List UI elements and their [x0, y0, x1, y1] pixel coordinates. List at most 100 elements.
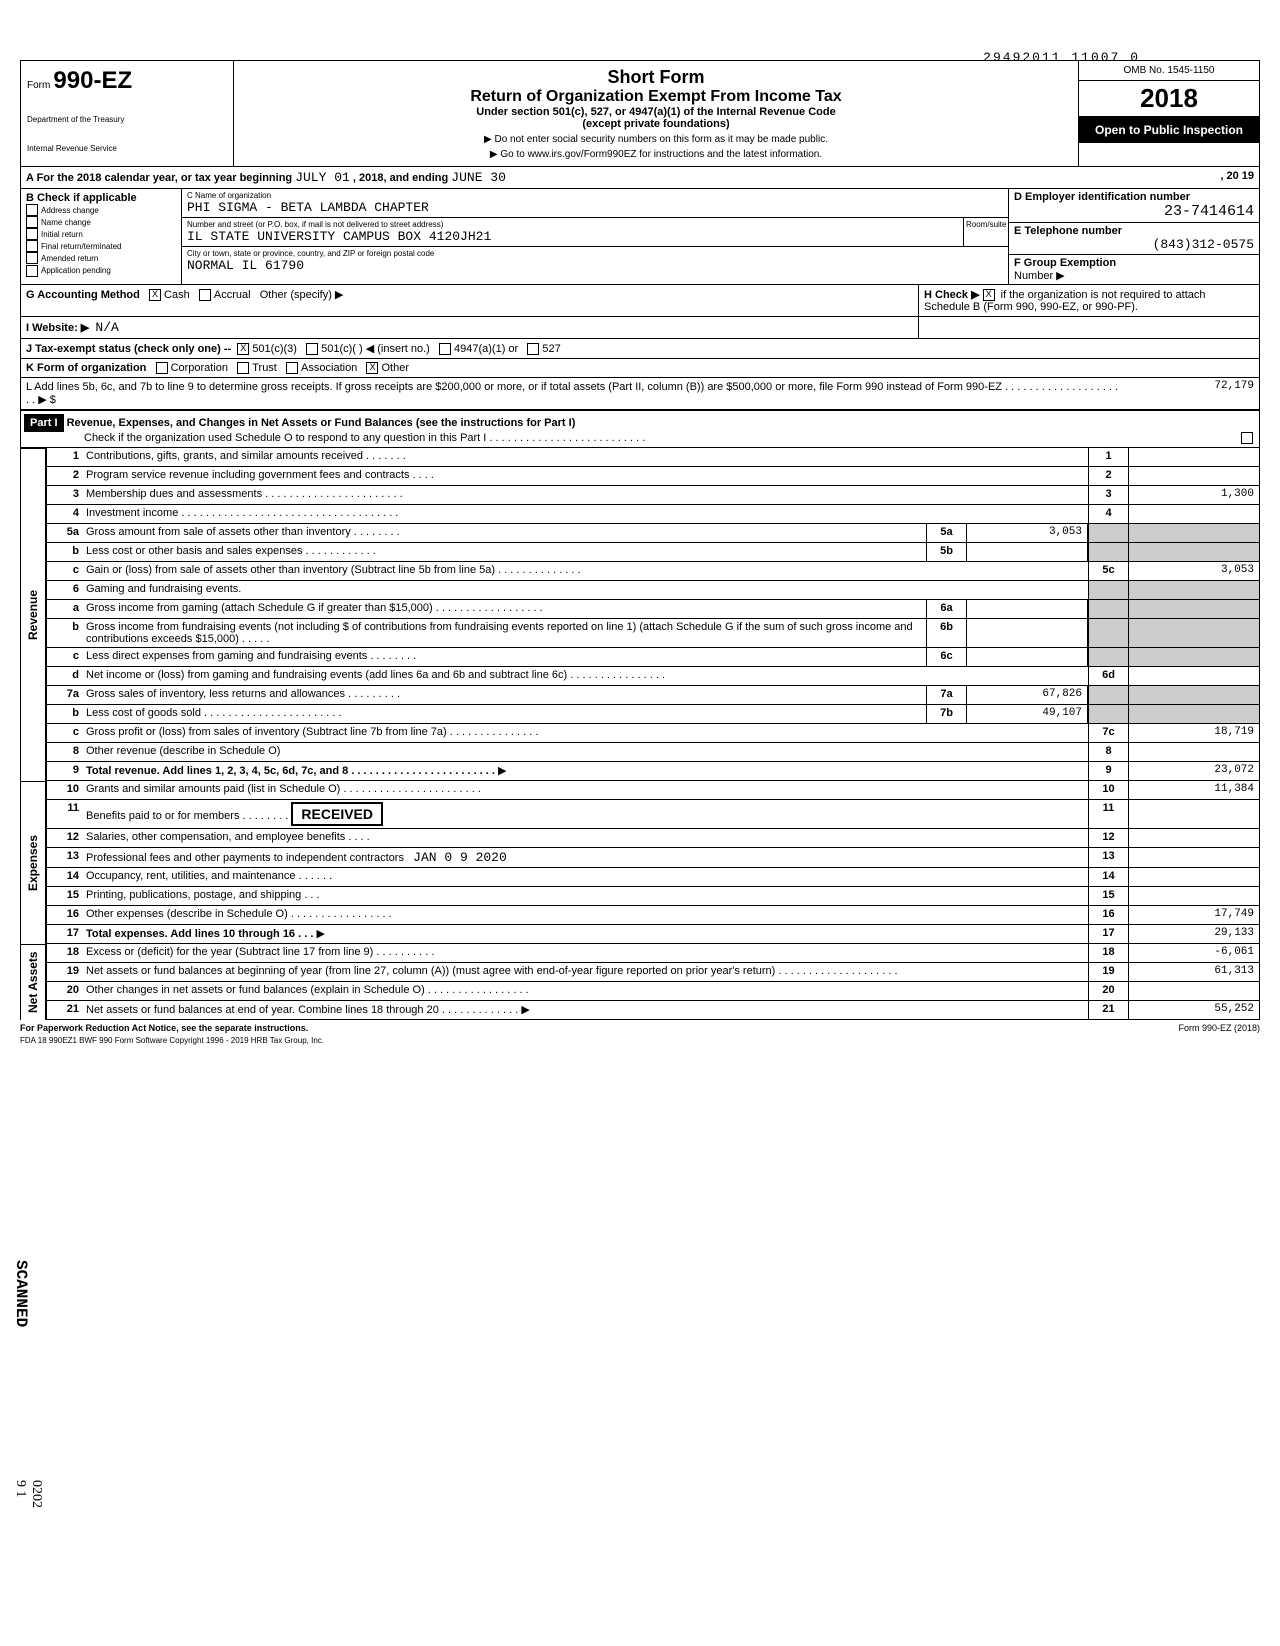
line16-amt: 17,749: [1128, 906, 1259, 924]
addr-label: Number and street (or P.O. box, if mail …: [187, 220, 958, 229]
initial-checkbox[interactable]: [26, 228, 38, 240]
name-change-checkbox[interactable]: [26, 216, 38, 228]
final-checkbox[interactable]: [26, 240, 38, 252]
line6a-desc: Gross income from gaming (attach Schedul…: [84, 600, 926, 618]
cash-checkbox[interactable]: X: [149, 289, 161, 301]
addr-change-checkbox[interactable]: [26, 204, 38, 216]
k-assoc: Association: [301, 362, 357, 374]
e-label: E Telephone number: [1014, 225, 1254, 237]
line7c-amt: 18,719: [1128, 724, 1259, 742]
501c-checkbox[interactable]: [306, 343, 318, 355]
form-prefix: Form: [27, 80, 50, 91]
part1-check-text: Check if the organization used Schedule …: [84, 432, 645, 444]
h-checkbox[interactable]: X: [983, 289, 995, 301]
ein: 23-7414614: [1014, 203, 1254, 220]
line12-desc: Salaries, other compensation, and employ…: [84, 829, 1088, 847]
line7a-desc: Gross sales of inventory, less returns a…: [84, 686, 926, 704]
app-pending: Application pending: [41, 266, 111, 275]
line10-amt: 11,384: [1128, 781, 1259, 799]
4947-checkbox[interactable]: [439, 343, 451, 355]
tax-year: 2018: [1079, 81, 1259, 117]
footer: For Paperwork Reduction Act Notice, see …: [20, 1020, 1260, 1036]
form-subtitle: Under section 501(c), 527, or 4947(a)(1)…: [240, 106, 1072, 118]
line3-amt: 1,300: [1128, 486, 1259, 504]
h-label: H Check ▶: [924, 289, 980, 301]
line19-amt: 61,313: [1128, 963, 1259, 981]
line4-amt: [1128, 505, 1259, 523]
irs: Internal Revenue Service: [27, 144, 227, 153]
assoc-checkbox[interactable]: [286, 362, 298, 374]
bcdef-block: B Check if applicable Address change Nam…: [20, 189, 1260, 285]
expenses-side-label: Expenses: [20, 781, 46, 944]
org-name: PHI SIGMA - BETA LAMBDA CHAPTER: [187, 200, 1003, 215]
l-row: L Add lines 5b, 6c, and 7b to line 9 to …: [20, 378, 1260, 410]
527-checkbox[interactable]: [527, 343, 539, 355]
line20-amt: [1128, 982, 1259, 1000]
addr-change: Address change: [41, 206, 99, 215]
part1-header-row: Part I Revenue, Expenses, and Changes in…: [20, 410, 1260, 448]
j-o2b: ) ◀ (insert no.): [359, 343, 430, 355]
g-label: G Accounting Method: [26, 289, 140, 301]
other-checkbox[interactable]: X: [366, 362, 378, 374]
line1-desc: Contributions, gifts, grants, and simila…: [84, 448, 1088, 466]
amended-checkbox[interactable]: [26, 252, 38, 264]
line-a-mid: , 2018, and ending: [353, 172, 448, 184]
line6b-amt: [967, 619, 1088, 647]
begin-date: JULY 01: [295, 170, 350, 185]
line14-desc: Occupancy, rent, utilities, and maintena…: [84, 868, 1088, 886]
line9-amt: 23,072: [1128, 762, 1259, 780]
corp-checkbox[interactable]: [156, 362, 168, 374]
paperwork-note: For Paperwork Reduction Act Notice, see …: [20, 1023, 308, 1033]
line3-desc: Membership dues and assessments . . . . …: [84, 486, 1088, 504]
trust-checkbox[interactable]: [237, 362, 249, 374]
netassets-side-label: Net Assets: [20, 944, 46, 1020]
line7b-amt: 49,107: [967, 705, 1088, 723]
margin-date: 0202 9 1: [12, 1480, 44, 1508]
line-a: A For the 2018 calendar year, or tax yea…: [20, 167, 1260, 189]
accrual: Accrual: [214, 289, 251, 301]
line1-amt: [1128, 448, 1259, 466]
except-note: (except private foundations): [240, 118, 1072, 130]
line5c-amt: 3,053: [1128, 562, 1259, 580]
line13-desc: Professional fees and other payments to …: [84, 848, 1088, 867]
ssn-note: ▶ Do not enter social security numbers o…: [240, 134, 1072, 145]
dept-treasury: Department of the Treasury: [27, 115, 227, 124]
line7a-amt: 67,826: [967, 686, 1088, 704]
line11-desc: Benefits paid to or for members . . . . …: [84, 800, 1088, 828]
pending-checkbox[interactable]: [26, 265, 38, 277]
initial-return: Initial return: [41, 230, 83, 239]
accrual-checkbox[interactable]: [199, 289, 211, 301]
line6a-amt: [967, 600, 1088, 618]
line18-desc: Excess or (deficit) for the year (Subtra…: [84, 944, 1088, 962]
website: N/A: [95, 320, 118, 335]
k-corp: Corporation: [171, 362, 228, 374]
end-year-prefix: , 20 19: [1220, 170, 1254, 182]
city: NORMAL IL 61790: [187, 258, 1003, 273]
form-header: Form 990-EZ Department of the Treasury I…: [20, 60, 1260, 167]
line19-desc: Net assets or fund balances at beginning…: [84, 963, 1088, 981]
amended-return: Amended return: [41, 254, 98, 263]
k-row: K Form of organization Corporation Trust…: [20, 359, 1260, 378]
line7b-desc: Less cost of goods sold . . . . . . . . …: [84, 705, 926, 723]
phone: (843)312-0575: [1014, 237, 1254, 252]
line8-desc: Other revenue (describe in Schedule O): [84, 743, 1088, 761]
k-other: Other: [381, 362, 409, 374]
j-label: J Tax-exempt status (check only one) --: [26, 343, 231, 355]
line6c-desc: Less direct expenses from gaming and fun…: [84, 648, 926, 666]
line12-amt: [1128, 829, 1259, 847]
line2-desc: Program service revenue including govern…: [84, 467, 1088, 485]
cash: Cash: [164, 289, 190, 301]
part1-checkbox[interactable]: [1241, 432, 1253, 444]
j-o3: 4947(a)(1) or: [454, 343, 518, 355]
other-specify: Other (specify) ▶: [260, 289, 344, 301]
line6c-amt: [967, 648, 1088, 666]
line6d-amt: [1128, 667, 1259, 685]
name-change: Name change: [41, 218, 91, 227]
line17-desc: Total expenses. Add lines 10 through 16 …: [86, 928, 313, 940]
line18-amt: -6,061: [1128, 944, 1259, 962]
revenue-side-label: Revenue: [20, 448, 46, 781]
netassets-group: Net Assets 18Excess or (deficit) for the…: [20, 944, 1260, 1020]
501c3-checkbox[interactable]: X: [237, 343, 249, 355]
line5a-desc: Gross amount from sale of assets other t…: [84, 524, 926, 542]
line6b-desc: Gross income from fundraising events (no…: [84, 619, 926, 647]
